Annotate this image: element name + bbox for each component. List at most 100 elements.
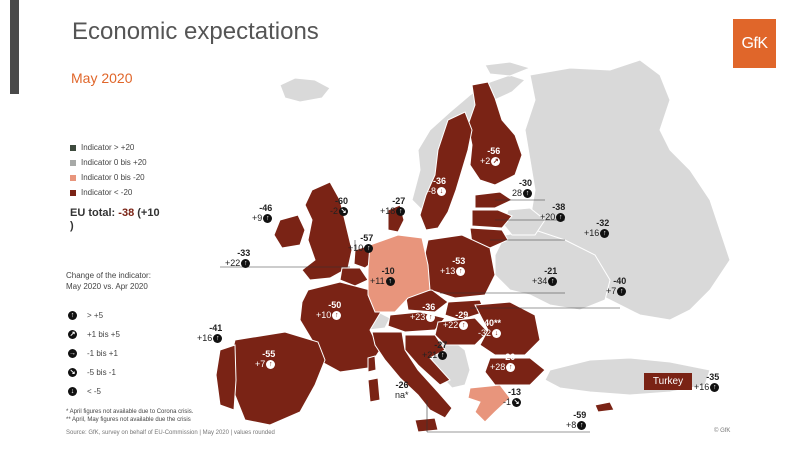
- arrow-up-icon: ↑: [459, 321, 469, 331]
- arrow-down-right-icon: ↘: [512, 398, 522, 408]
- change: +21: [422, 350, 438, 360]
- label-germany: -10 +11 ↑: [370, 266, 395, 287]
- label-cyprus: -59 +8 ↑: [566, 410, 587, 431]
- value: -10: [381, 266, 395, 276]
- label-ireland: -46 +9 ↑: [252, 203, 273, 224]
- legend-label: Indicator 0 bis -20: [81, 173, 145, 182]
- footnote-1: * April figures not available due to Cor…: [66, 409, 194, 415]
- change: +34: [532, 276, 548, 286]
- arrow-up-icon: ↑: [68, 311, 77, 320]
- legend-item: Indicator 0 bis +20: [70, 155, 147, 170]
- arrow-up-icon: ↑: [710, 383, 720, 393]
- eu-total-change: (+10: [137, 207, 160, 219]
- label-estonia: -30 28 ↑: [512, 178, 533, 199]
- page-title: Economic expectations: [72, 18, 319, 45]
- value: -27: [392, 196, 406, 206]
- arrow-up-right-icon: ↗: [68, 330, 77, 339]
- change-legend-label: -5 bis -1: [87, 368, 116, 377]
- arrow-up-icon: ↑: [241, 259, 251, 269]
- change: +10: [316, 310, 332, 320]
- sardinia-shape: [367, 377, 381, 403]
- change: -32: [478, 328, 492, 338]
- legend-item: Indicator 0 bis -20: [70, 170, 147, 185]
- legend-item: Indicator < -20: [70, 185, 147, 200]
- change: -2: [330, 206, 339, 216]
- change: -1: [503, 397, 512, 407]
- label-austria: -36 +23 ↑: [410, 302, 436, 323]
- value: -32: [596, 218, 610, 228]
- europe-map: [215, 59, 731, 433]
- cyprus-shape: [594, 401, 615, 413]
- arrow-up-icon: ↑: [396, 207, 406, 217]
- arrow-right-icon: →: [68, 349, 77, 358]
- arrow-up-icon: ↑: [213, 334, 223, 344]
- arrow-up-icon: ↑: [426, 313, 436, 323]
- change-legend-label: +1 bis +5: [87, 330, 120, 339]
- change-legend-item: → -1 bis +1: [68, 344, 120, 363]
- arrow-up-icon: ↑: [506, 363, 516, 373]
- legend-label: Indicator < -20: [81, 188, 133, 197]
- romania-shape: [474, 301, 541, 356]
- legend-swatch-maroon: [70, 189, 76, 196]
- change: +13: [440, 266, 456, 276]
- value: -57: [360, 233, 374, 243]
- value: -29: [455, 310, 469, 320]
- label-spain: -41 +16 ↑: [197, 323, 223, 344]
- croatia-shape: [404, 334, 451, 386]
- label-sweden: -36 -8 ↓: [428, 176, 447, 197]
- change-legend-item: ↗ +1 bis +5: [68, 325, 120, 344]
- label-latvia: -38 +20 ↑: [540, 202, 566, 223]
- belgium-shape: [339, 267, 369, 287]
- change-legend-item: ↘ -5 bis -1: [68, 363, 120, 382]
- latvia-shape: [471, 209, 513, 229]
- ireland-shape: [273, 214, 306, 249]
- label-croatia: -27 +21 ↑: [422, 340, 448, 361]
- value: -30: [519, 178, 533, 188]
- eu-total-value: -38: [118, 207, 135, 219]
- change: +2: [480, 156, 491, 166]
- leader-lines: [220, 199, 620, 433]
- footnote-2: ** April, May figures not available due …: [66, 417, 191, 423]
- legend-label: Indicator > +20: [81, 143, 135, 152]
- value: -41: [209, 323, 223, 333]
- arrow-down-right-icon: ↘: [68, 368, 77, 377]
- label-hungary: -29 +22 ↑: [443, 310, 469, 331]
- arrow-up-icon: ↑: [385, 277, 395, 287]
- value: -20: [502, 352, 516, 362]
- value: -38: [552, 202, 566, 212]
- value: -27: [434, 340, 448, 350]
- finland-shape: [467, 81, 523, 186]
- arrow-up-icon: ↑: [438, 351, 448, 361]
- change: +10: [348, 243, 364, 253]
- change-title-line1: Change of the indicator:: [66, 271, 151, 280]
- change: +7: [606, 286, 617, 296]
- label-uk: -60 -2 ↘: [330, 196, 349, 217]
- value: -53: [452, 256, 466, 266]
- change: +22: [443, 320, 459, 330]
- portugal-shape: [215, 344, 237, 411]
- eu-total: EU total: -38 (+10 ): [70, 207, 190, 233]
- label-greece: -13 -1 ↘: [503, 387, 522, 408]
- label-lithuania: -32 +16 ↑: [584, 218, 610, 239]
- label-france: -50 +10 ↑: [316, 300, 342, 321]
- turkey-label-box: Turkey: [644, 373, 692, 390]
- legend-swatch-dark: [70, 144, 76, 151]
- arrow-up-icon: ↑: [577, 421, 587, 431]
- label-belgium: -33 +22 ↑: [225, 248, 251, 269]
- arrow-down-right-icon: ↘: [339, 207, 349, 217]
- change-legend: ↑ > +5 ↗ +1 bis +5 → -1 bis +1 ↘ -5 bis …: [68, 306, 120, 401]
- value: -33: [237, 248, 251, 258]
- change: +23: [410, 312, 426, 322]
- value: -35: [706, 372, 720, 382]
- value: -59: [573, 410, 587, 420]
- change: +16: [584, 228, 600, 238]
- label-finland: -56 +2 ↗: [480, 146, 501, 167]
- label-romania: -40** -32 ↓: [478, 318, 502, 339]
- sweden-shape: [419, 111, 473, 231]
- arrow-up-icon: ↑: [263, 214, 273, 224]
- change: +8: [566, 420, 577, 430]
- legend-swatch-grey: [70, 159, 76, 166]
- eu-total-close: ): [70, 220, 74, 232]
- value: -36: [422, 302, 436, 312]
- sicily-shape: [414, 417, 439, 433]
